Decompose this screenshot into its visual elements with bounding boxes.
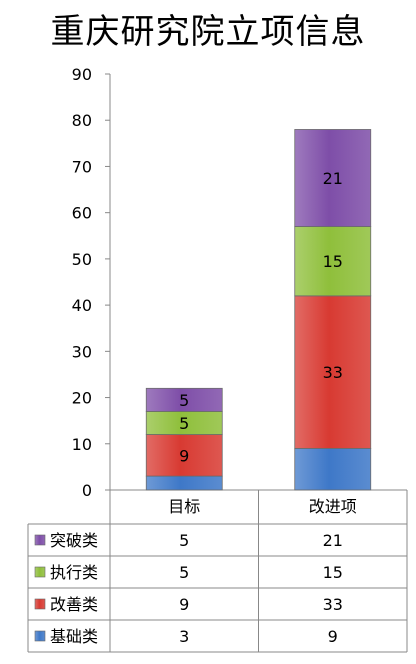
bars-layer: 9 5 5 33 15 21 bbox=[145, 129, 372, 491]
legend-label: 基础类 bbox=[50, 627, 98, 646]
bar-segment bbox=[294, 129, 372, 227]
table-cell: 9 bbox=[328, 627, 338, 646]
legend-key bbox=[34, 598, 46, 610]
data-label: 21 bbox=[323, 169, 343, 188]
bar-segment bbox=[145, 475, 223, 491]
y-tick-label: 80 bbox=[72, 111, 92, 130]
legend-key bbox=[34, 630, 46, 642]
bar-segment bbox=[294, 226, 372, 297]
bar-segment bbox=[294, 295, 372, 449]
y-tick-label: 40 bbox=[72, 296, 92, 315]
table-cell: 15 bbox=[323, 563, 343, 582]
x-category-label: 改进项 bbox=[309, 497, 357, 516]
data-label: 33 bbox=[323, 363, 343, 382]
bar-segment bbox=[294, 447, 372, 491]
y-tick-label: 50 bbox=[72, 250, 92, 269]
legend-label: 改善类 bbox=[50, 595, 98, 614]
table-cell: 3 bbox=[179, 627, 189, 646]
data-label: 9 bbox=[179, 446, 189, 465]
y-tick-label: 70 bbox=[72, 157, 92, 176]
y-tick-label: 60 bbox=[72, 204, 92, 223]
y-tick-label: 10 bbox=[72, 435, 92, 454]
y-tick-label: 0 bbox=[82, 481, 92, 500]
bar-segment bbox=[145, 387, 223, 412]
axis-layer: 0 10 20 30 40 50 60 70 80 90 bbox=[72, 65, 407, 500]
chart-title: 重庆研究院立项信息 bbox=[50, 12, 366, 52]
table-cell: 9 bbox=[179, 595, 189, 614]
legend-key bbox=[34, 534, 46, 546]
data-label: 15 bbox=[323, 252, 343, 271]
y-tick-label: 90 bbox=[72, 65, 92, 84]
table-cell: 21 bbox=[323, 531, 343, 550]
legend-label: 突破类 bbox=[50, 531, 98, 550]
legend-label: 执行类 bbox=[50, 563, 98, 582]
data-label: 5 bbox=[179, 414, 189, 433]
table-cell: 5 bbox=[179, 563, 189, 582]
y-tick-label: 30 bbox=[72, 342, 92, 361]
data-label: 5 bbox=[179, 391, 189, 410]
x-category-label: 目标 bbox=[168, 497, 200, 516]
table-cell: 33 bbox=[323, 595, 343, 614]
y-tick-label: 20 bbox=[72, 389, 92, 408]
bar-segment bbox=[145, 434, 223, 477]
table-cell: 5 bbox=[179, 531, 189, 550]
legend-key bbox=[34, 566, 46, 578]
